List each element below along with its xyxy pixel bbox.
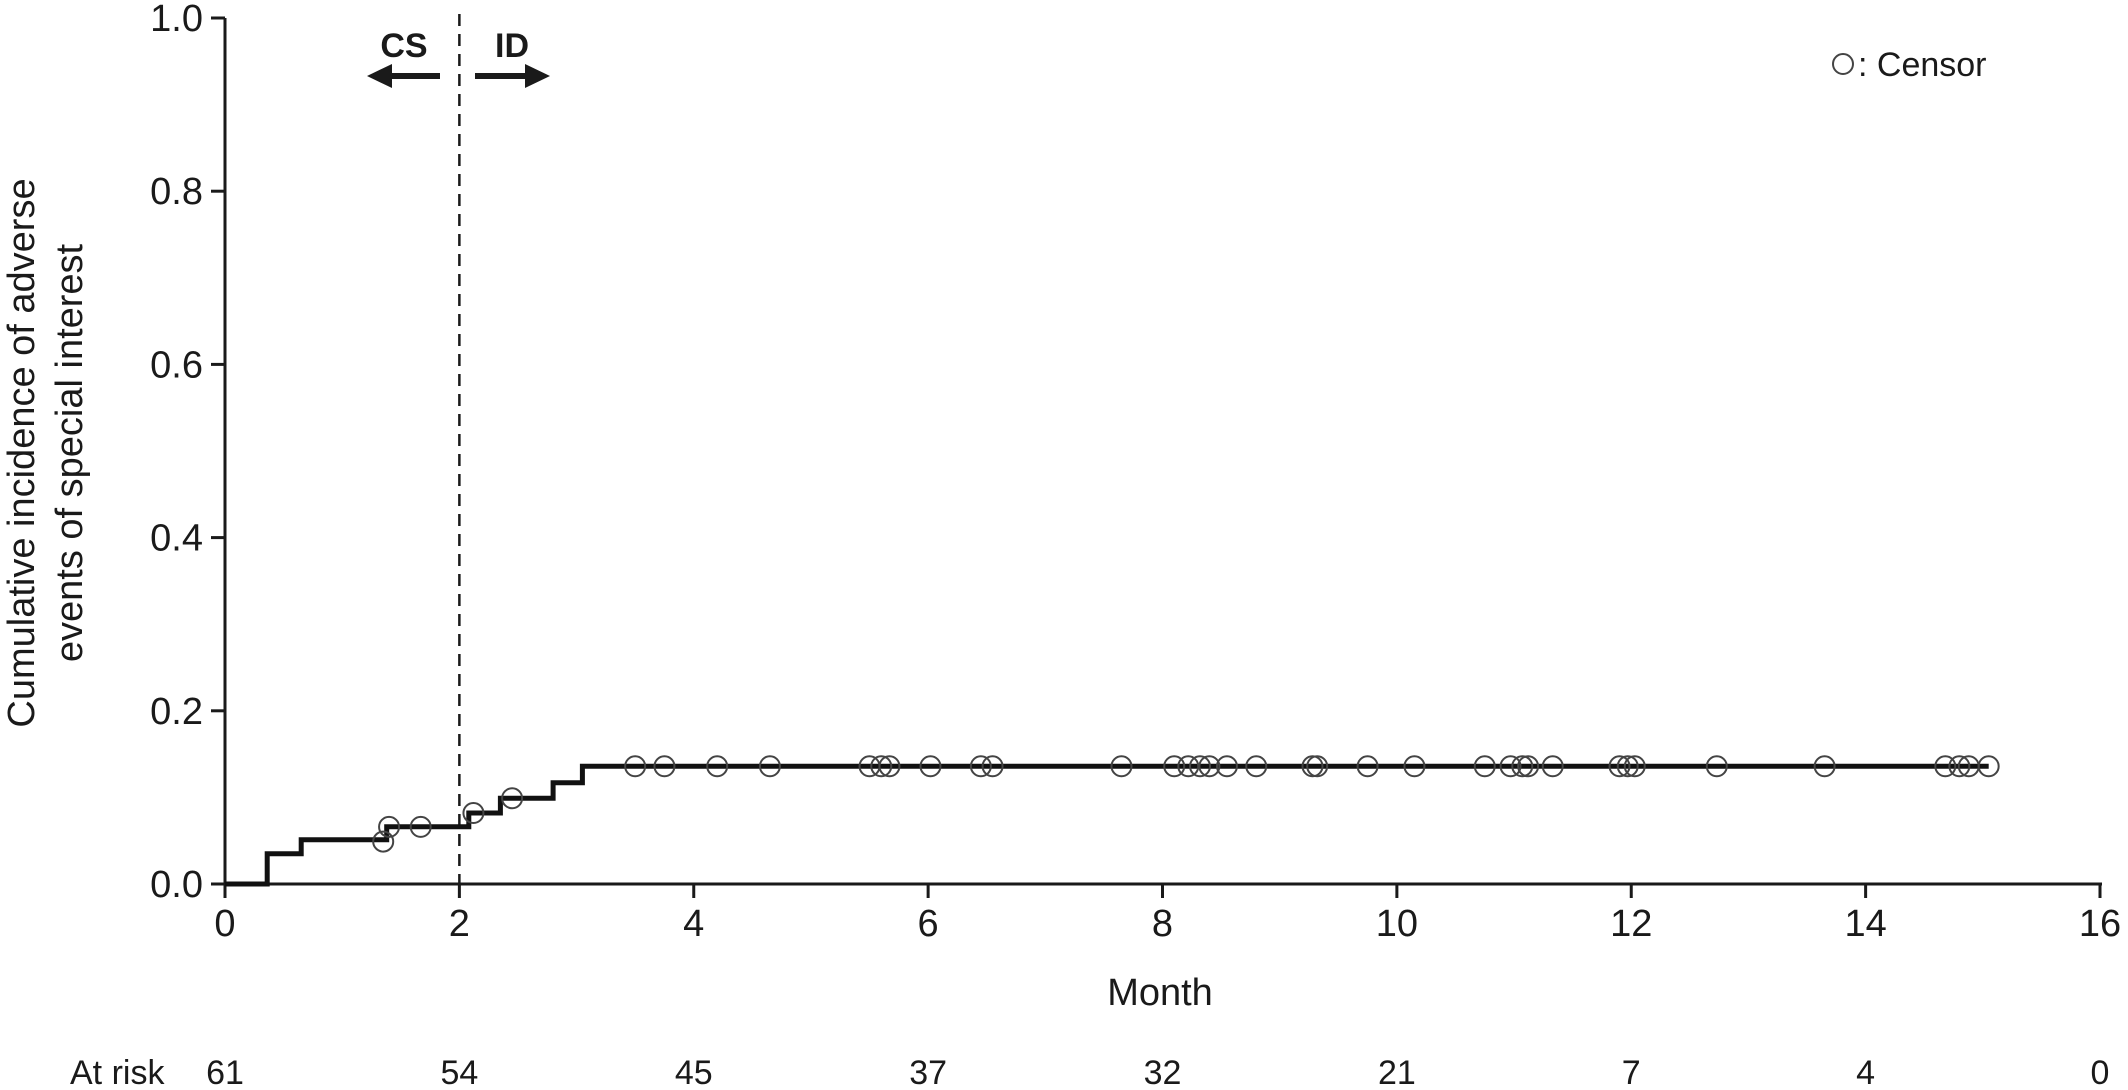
censor-point xyxy=(1977,755,2000,778)
censor-point xyxy=(372,830,395,853)
y-tick-label: 0.0 xyxy=(150,864,203,906)
at-risk-count: 54 xyxy=(440,1054,478,1090)
censor-point xyxy=(758,755,781,778)
x-tick-label: 4 xyxy=(683,903,704,945)
censor-point xyxy=(919,755,942,778)
censor-point xyxy=(1110,755,1133,778)
y-tick-label: 0.8 xyxy=(150,171,203,213)
at-risk-count: 32 xyxy=(1144,1054,1182,1090)
cs-label: CS xyxy=(380,27,427,65)
censor-point xyxy=(1499,755,1522,778)
censor-point xyxy=(1948,755,1971,778)
x-tick-label: 10 xyxy=(1376,903,1418,945)
at-risk-count: 4 xyxy=(1856,1054,1875,1090)
x-tick-label: 6 xyxy=(918,903,939,945)
step-curve xyxy=(225,763,1989,887)
censor-point xyxy=(706,755,729,778)
censor-point xyxy=(1245,755,1268,778)
censor-point xyxy=(1215,755,1238,778)
censor-point xyxy=(969,755,992,778)
censor-point xyxy=(1301,755,1324,778)
x-ticks: 0 2 4 6 8 10 12 14 16 xyxy=(214,884,2121,945)
at-risk-count: 0 xyxy=(2091,1054,2110,1090)
left-arrow-head xyxy=(367,64,392,88)
at-risk-table: At risk 61 54 45 37 32 21 7 4 0 xyxy=(70,1054,2109,1090)
y-axis-title-line1: Cumulative incidence of adverse xyxy=(1,178,43,727)
x-tick-label: 0 xyxy=(214,903,235,945)
x-tick-label: 2 xyxy=(449,903,470,945)
censor-point xyxy=(1616,755,1639,778)
censor-point xyxy=(1705,755,1728,778)
axes xyxy=(223,18,2102,886)
censor-point xyxy=(501,787,524,810)
x-axis-title: Month xyxy=(1107,972,1213,1014)
cs-id-divider xyxy=(367,14,550,884)
censor-point xyxy=(1473,755,1496,778)
censor-point xyxy=(1356,755,1379,778)
y-tick-label: 0.2 xyxy=(150,691,203,733)
censor-point xyxy=(1623,755,1646,778)
censor-point xyxy=(1403,755,1426,778)
series-line xyxy=(225,763,1989,887)
x-tick-label: 8 xyxy=(1152,903,1173,945)
censor-point xyxy=(1198,755,1221,778)
legend-censor-symbol xyxy=(1832,53,1854,75)
at-risk-label: At risk xyxy=(70,1054,165,1090)
censor-markers xyxy=(372,755,2000,853)
censor-point xyxy=(1813,755,1836,778)
censor-point xyxy=(624,755,647,778)
censor-point xyxy=(878,755,901,778)
censor-point xyxy=(981,755,1004,778)
legend-censor-label: : Censor xyxy=(1858,46,1987,84)
censor-point xyxy=(378,815,401,838)
censor-point xyxy=(462,801,485,824)
at-risk-count: 45 xyxy=(675,1054,713,1090)
x-tick-label: 16 xyxy=(2079,903,2121,945)
censor-point xyxy=(409,815,432,838)
legend: : Censor xyxy=(1832,46,1987,84)
censor-point xyxy=(1177,755,1200,778)
id-label: ID xyxy=(495,27,529,65)
y-tick-label: 0.4 xyxy=(150,518,203,560)
at-risk-count: 61 xyxy=(206,1054,244,1090)
y-axis-title-line2: events of special interest xyxy=(49,243,91,662)
censor-point xyxy=(1608,755,1631,778)
censor-point xyxy=(1306,755,1329,778)
y-ticks: 0.0 0.2 0.4 0.6 0.8 1.0 xyxy=(150,0,225,906)
censor-point xyxy=(870,755,893,778)
at-risk-count: 21 xyxy=(1378,1054,1416,1090)
censor-point xyxy=(1934,755,1957,778)
y-tick-label: 1.0 xyxy=(150,0,203,40)
censor-point xyxy=(1541,755,1564,778)
y-tick-label: 0.6 xyxy=(150,344,203,386)
at-risk-count: 37 xyxy=(909,1054,947,1090)
right-arrow-head xyxy=(525,64,550,88)
at-risk-count: 7 xyxy=(1622,1054,1641,1090)
x-tick-label: 12 xyxy=(1610,903,1652,945)
censor-point xyxy=(1517,755,1540,778)
censor-point xyxy=(1163,755,1186,778)
censor-point xyxy=(1189,755,1211,778)
censor-point xyxy=(653,755,676,778)
x-tick-label: 14 xyxy=(1844,903,1886,945)
censor-point xyxy=(1511,755,1534,778)
